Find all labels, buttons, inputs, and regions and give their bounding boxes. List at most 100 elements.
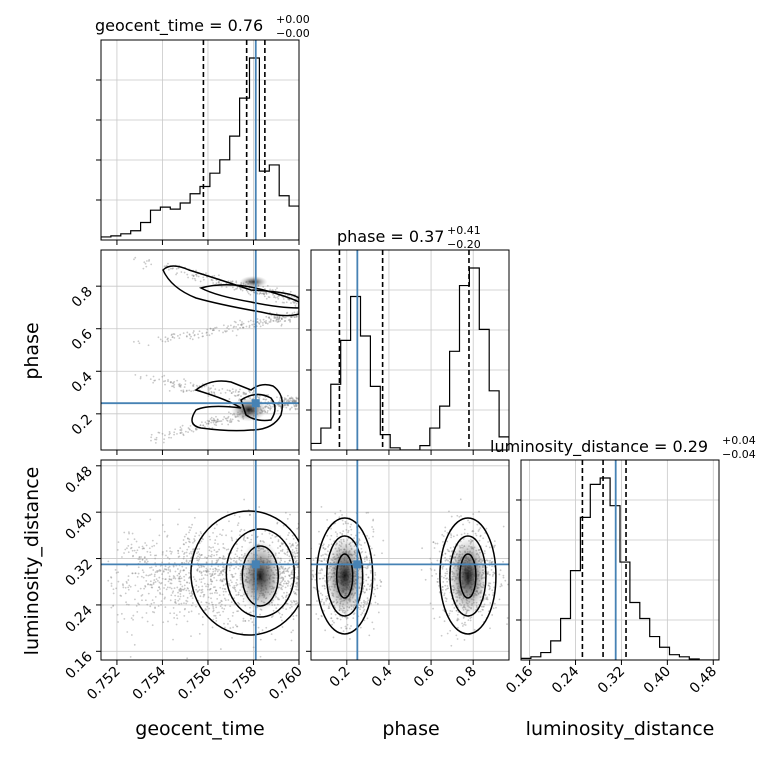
scatter-point [295, 397, 298, 400]
scatter-point [173, 336, 176, 339]
scatter-point [290, 397, 292, 400]
scatter-point [277, 317, 280, 320]
scatter-point [433, 547, 436, 549]
scatter-point [154, 607, 156, 609]
scatter-point [187, 587, 189, 590]
scatter-point [369, 584, 372, 587]
scatter-point [149, 574, 151, 576]
scatter-point [161, 550, 164, 553]
scatter-point [252, 610, 255, 613]
scatter-point [148, 260, 150, 262]
scatter-point [197, 590, 200, 592]
scatter-point [195, 584, 198, 587]
scatter-point [234, 395, 237, 397]
scatter-point [326, 519, 329, 521]
scatter-point [381, 552, 383, 555]
scatter-point [178, 337, 181, 340]
scatter-point [197, 599, 200, 602]
scatter-point [294, 399, 297, 402]
scatter-point [360, 606, 362, 608]
scatter-point [172, 590, 175, 593]
scatter-point [339, 509, 342, 512]
scatter-point [218, 329, 221, 332]
scatter-point [137, 590, 140, 593]
scatter-point [182, 569, 185, 572]
scatter-point [341, 519, 344, 522]
scatter-point [312, 586, 315, 589]
scatter-point [215, 421, 218, 423]
scatter-point [233, 288, 236, 291]
scatter-point [288, 531, 290, 534]
scatter-point [235, 560, 238, 563]
scatter-point [222, 570, 225, 573]
scatter-point [323, 559, 326, 561]
scatter-point [117, 571, 120, 574]
scatter-point [127, 575, 130, 578]
scatter-point [293, 404, 296, 407]
scatter-point [125, 580, 128, 583]
scatter-point [239, 388, 241, 391]
scatter-point [173, 576, 176, 578]
scatter-point [192, 541, 194, 544]
scatter-point [185, 589, 188, 592]
scatter-point [225, 286, 228, 288]
scatter-point [112, 588, 115, 591]
scatter-point [212, 607, 215, 610]
scatter-point [207, 585, 209, 588]
scatter-point [112, 605, 114, 607]
scatter-point [189, 337, 192, 340]
scatter-point [363, 591, 366, 594]
scatter-point [116, 613, 119, 616]
scatter-point [207, 570, 210, 573]
scatter-point [207, 422, 210, 425]
scatter-point [237, 419, 239, 422]
scatter-point [183, 614, 186, 617]
scatter-point [143, 261, 146, 264]
density-shading [230, 275, 268, 422]
scatter-point [472, 513, 475, 515]
scatter-point [177, 595, 180, 598]
scatter-point [214, 614, 217, 617]
scatter-point [213, 419, 215, 422]
scatter-point [286, 403, 289, 406]
scatter-point [232, 611, 235, 614]
scatter-point [295, 588, 298, 591]
scatter-point [281, 542, 284, 545]
scatter-point [365, 603, 368, 606]
scatter-point [295, 405, 298, 408]
scatter-point [259, 319, 262, 322]
scatter-point [210, 553, 213, 556]
frame-hist-geocent-time [100, 39, 300, 241]
scatter-point [446, 572, 448, 575]
scatter-point [379, 579, 382, 582]
scatter-point [154, 557, 157, 560]
scatter-point [281, 318, 283, 321]
scatter-point [338, 516, 341, 519]
scatter-point [294, 576, 297, 579]
scatter-point [237, 522, 240, 525]
scatter-point [199, 554, 202, 557]
scatter-point [136, 611, 139, 613]
scatter-point [196, 591, 199, 593]
scatter-point [479, 535, 482, 538]
scatter-point [174, 577, 177, 580]
scatter-point [161, 432, 164, 435]
scatter-point [462, 617, 465, 619]
scatter-point [293, 400, 295, 402]
scatter-point [210, 278, 213, 281]
scatter-point [293, 400, 296, 403]
scatter-point [179, 429, 182, 431]
scatter-point [281, 548, 284, 551]
scatter-point [178, 577, 181, 580]
scatter-point [295, 549, 298, 552]
scatter-point [239, 287, 242, 290]
scatter-point [215, 579, 218, 582]
scatter-point [357, 606, 360, 609]
scatter-point [182, 390, 185, 393]
scatter-point [280, 317, 283, 320]
scatter-point [450, 515, 453, 518]
scatter-point [189, 529, 191, 532]
scatter-point [365, 511, 368, 514]
scatter-point [308, 539, 310, 541]
scatter-point [483, 550, 486, 552]
